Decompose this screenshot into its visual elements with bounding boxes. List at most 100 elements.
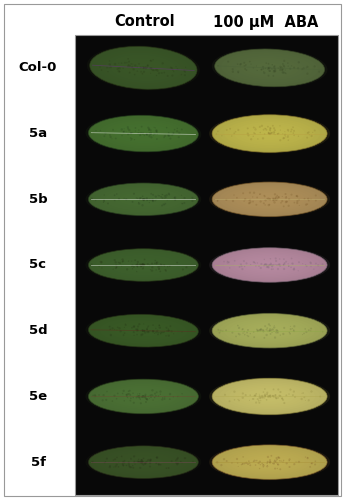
Point — [139, 458, 145, 466]
Point — [148, 393, 154, 401]
Point — [107, 322, 112, 330]
Point — [141, 327, 147, 335]
Point — [182, 454, 188, 462]
Point — [161, 328, 167, 336]
Point — [121, 128, 126, 136]
Point — [149, 134, 154, 141]
Ellipse shape — [244, 388, 295, 404]
Point — [174, 258, 180, 266]
Point — [126, 58, 132, 66]
Point — [171, 330, 176, 338]
Point — [281, 456, 286, 464]
Ellipse shape — [226, 53, 313, 82]
Point — [146, 328, 151, 336]
Text: 5b: 5b — [29, 193, 47, 206]
Point — [131, 66, 136, 74]
Point — [147, 129, 152, 137]
Ellipse shape — [255, 392, 285, 401]
Point — [147, 457, 153, 465]
Point — [182, 194, 187, 202]
Point — [268, 458, 274, 466]
Point — [264, 396, 269, 404]
Point — [148, 190, 154, 198]
Point — [136, 458, 142, 466]
Point — [290, 260, 295, 268]
Ellipse shape — [229, 120, 310, 146]
Ellipse shape — [212, 314, 327, 348]
Point — [140, 130, 146, 138]
Point — [147, 327, 152, 335]
Point — [144, 326, 150, 334]
Point — [141, 196, 147, 204]
Point — [135, 194, 140, 202]
Point — [135, 326, 141, 334]
Ellipse shape — [249, 324, 290, 336]
Point — [156, 69, 162, 77]
Ellipse shape — [212, 445, 327, 480]
Point — [283, 133, 288, 141]
Point — [238, 260, 244, 268]
Point — [92, 391, 98, 399]
Point — [157, 262, 162, 270]
Point — [268, 255, 273, 263]
Ellipse shape — [90, 250, 196, 280]
Point — [159, 328, 165, 336]
Point — [174, 456, 180, 464]
Point — [114, 263, 119, 271]
Ellipse shape — [115, 454, 172, 470]
Point — [146, 322, 151, 330]
Point — [134, 194, 139, 202]
Point — [99, 66, 104, 74]
Point — [281, 202, 286, 210]
Point — [270, 392, 276, 400]
Point — [175, 454, 181, 462]
Point — [112, 60, 118, 68]
Point — [142, 392, 148, 400]
Point — [120, 258, 125, 266]
Point — [132, 62, 138, 70]
Point — [296, 58, 302, 66]
Ellipse shape — [217, 50, 323, 86]
Point — [233, 332, 239, 340]
Point — [130, 262, 135, 270]
Point — [246, 196, 252, 204]
Point — [301, 64, 306, 72]
Point — [277, 64, 283, 72]
Point — [130, 198, 135, 206]
Point — [262, 334, 267, 342]
Point — [157, 321, 162, 329]
Point — [266, 64, 272, 72]
Ellipse shape — [229, 384, 310, 409]
Point — [263, 64, 268, 72]
Point — [122, 457, 127, 465]
Text: 5e: 5e — [29, 390, 47, 403]
Point — [265, 462, 270, 469]
Point — [132, 256, 138, 264]
Point — [165, 327, 171, 335]
Point — [90, 392, 96, 400]
Point — [146, 456, 151, 464]
Point — [291, 127, 297, 135]
Point — [154, 128, 159, 136]
Point — [115, 65, 120, 73]
Point — [236, 68, 241, 76]
Point — [93, 196, 98, 204]
Point — [141, 326, 147, 334]
Point — [247, 58, 253, 66]
Point — [162, 395, 167, 403]
Point — [247, 196, 253, 204]
Point — [277, 331, 283, 339]
Point — [132, 458, 137, 466]
Ellipse shape — [214, 182, 325, 216]
Ellipse shape — [88, 314, 198, 347]
Point — [276, 130, 282, 138]
Point — [273, 196, 278, 204]
Point — [276, 261, 282, 269]
Point — [247, 462, 253, 469]
Point — [135, 63, 140, 71]
Point — [292, 322, 297, 330]
Point — [151, 327, 156, 335]
Point — [148, 456, 154, 464]
Point — [140, 264, 146, 272]
Point — [276, 453, 281, 461]
